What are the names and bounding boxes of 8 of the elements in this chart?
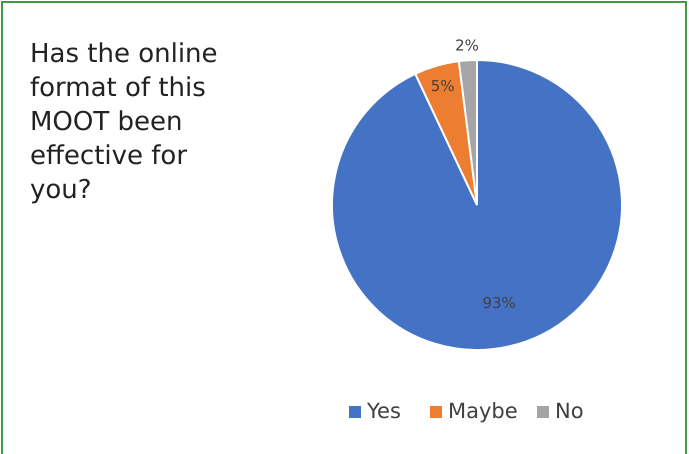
text: Has the online format of this MOOT been effective for you? bbox=[30, 39, 218, 205]
legend-label: Maybe bbox=[448, 399, 518, 423]
data-label: 5% bbox=[430, 76, 455, 95]
pie-slice bbox=[331, 59, 623, 351]
data-label: 2% bbox=[455, 36, 479, 54]
legend-label: No bbox=[555, 399, 584, 423]
legend-label: Yes bbox=[366, 399, 401, 423]
data-label: 93% bbox=[482, 294, 516, 312]
